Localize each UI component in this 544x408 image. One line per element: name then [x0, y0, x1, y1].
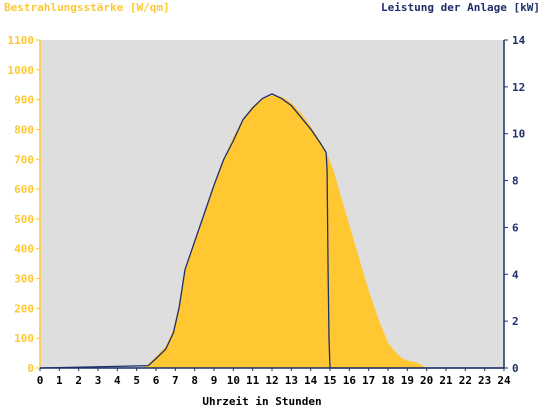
x-tick-label: 8	[191, 374, 198, 387]
x-tick-label: 1	[56, 374, 63, 387]
left-tick-label: 300	[14, 273, 34, 286]
left-tick-label: 400	[14, 243, 34, 256]
left-tick-label: 800	[14, 123, 34, 136]
right-tick-label: 8	[512, 175, 519, 188]
left-tick-label: 500	[14, 213, 34, 226]
x-tick-label: 2	[75, 374, 82, 387]
x-tick-label: 21	[439, 374, 453, 387]
left-tick-label: 1100	[8, 34, 35, 47]
right-tick-label: 0	[512, 362, 519, 375]
left-tick-label: 600	[14, 183, 34, 196]
x-tick-label: 16	[343, 374, 357, 387]
x-tick-label: 18	[381, 374, 394, 387]
irradiance-series	[40, 95, 504, 369]
right-tick-label: 10	[512, 128, 525, 141]
irradiance-area	[40, 95, 504, 369]
x-tick-label: 6	[153, 374, 160, 387]
left-axis-ticks: 0 100 200 300 400 500 600 700 800 900 1000 1100	[8, 34, 40, 375]
right-tick-label: 4	[512, 268, 519, 281]
x-tick-label: 17	[362, 374, 375, 387]
x-tick-label: 5	[133, 374, 140, 387]
x-tick-label: 0	[37, 374, 44, 387]
x-tick-label: 15	[323, 374, 336, 387]
x-tick-label: 9	[211, 374, 218, 387]
power-line	[39, 93, 504, 369]
x-axis-title: Uhrzeit in Stunden	[202, 395, 321, 408]
left-tick-label: 100	[14, 332, 34, 345]
x-tick-label: 19	[401, 374, 414, 387]
right-tick-label: 12	[512, 81, 525, 94]
right-tick-label: 2	[512, 315, 519, 328]
left-tick-label: 1000	[8, 64, 35, 77]
x-tick-label: 14	[304, 374, 318, 387]
left-tick-label: 900	[14, 94, 34, 107]
x-tick-label: 22	[459, 374, 472, 387]
right-axis-ticks: 0 2 4 6 8 10 12 14	[504, 34, 526, 375]
x-tick-label: 24	[497, 374, 511, 387]
left-tick-label: 0	[27, 362, 34, 375]
left-tick-label: 700	[14, 153, 34, 166]
x-tick-label: 10	[227, 374, 240, 387]
right-axis-title: Leistung der Anlage [kW]	[381, 1, 540, 14]
power-series	[39, 93, 504, 369]
x-tick-label: 23	[478, 374, 491, 387]
left-tick-label: 200	[14, 302, 34, 315]
left-axis-title: Bestrahlungsstärke [W/qm]	[4, 1, 170, 14]
right-tick-label: 6	[512, 221, 519, 234]
x-axis-ticks: 0 1 2 3 4 5 6 7 8 9 10 11 12 13 14 15 16 17 18 19 20 21 22 23 24	[37, 368, 511, 387]
right-tick-label: 14	[512, 34, 526, 47]
x-tick-label: 3	[95, 374, 102, 387]
x-tick-label: 7	[172, 374, 179, 387]
x-tick-label: 11	[246, 374, 260, 387]
x-tick-label: 12	[265, 374, 278, 387]
x-tick-label: 4	[114, 374, 121, 387]
x-tick-label: 13	[285, 374, 298, 387]
x-tick-label: 20	[420, 374, 433, 387]
